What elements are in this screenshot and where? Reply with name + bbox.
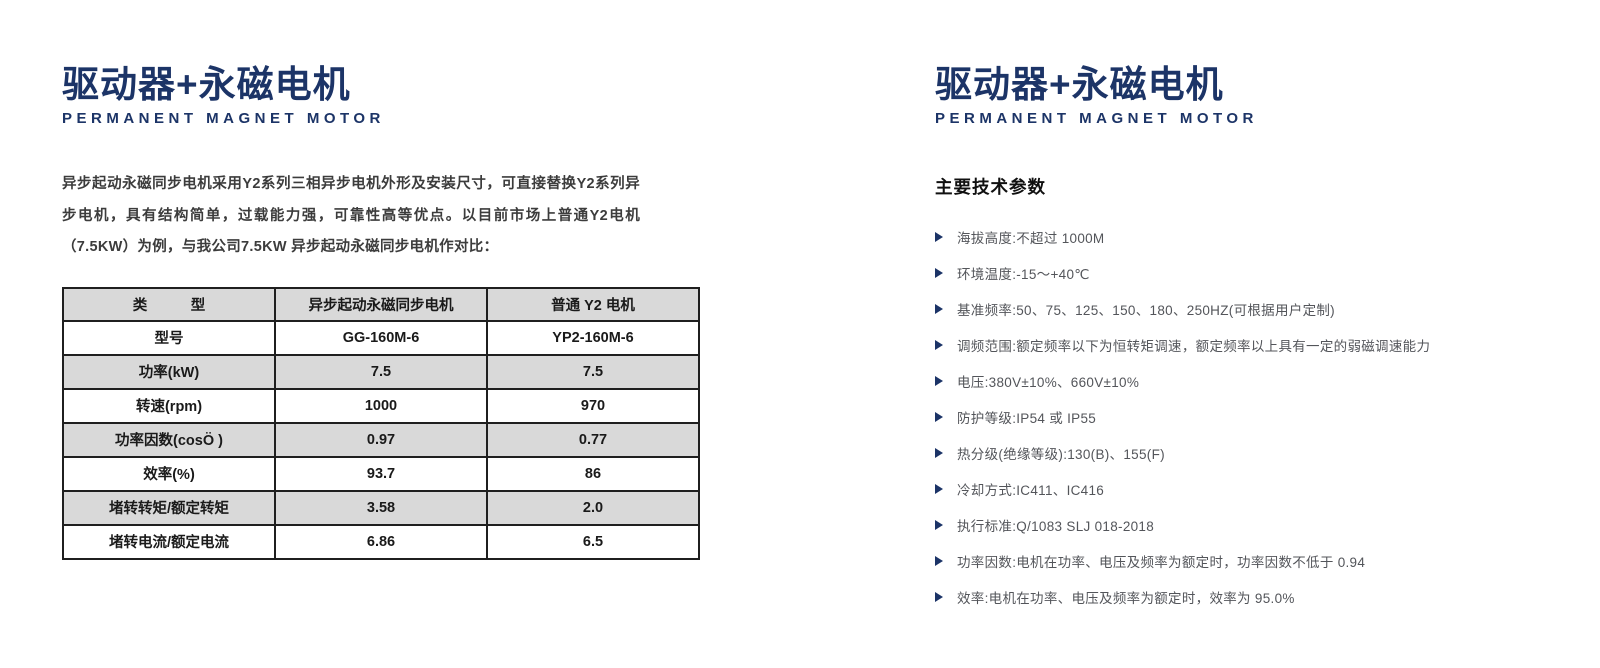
spec-text: 调频范围:额定频率以下为恒转矩调速，额定频率以上具有一定的弱磁调速能力: [957, 339, 1431, 354]
triangle-bullet-icon: [935, 304, 943, 314]
spec-item: 环境温度:-15～+40℃: [935, 262, 1565, 284]
table-header-cell: 普通 Y2 电机: [486, 286, 700, 322]
spec-item: 海拔高度:不超过 1000M: [935, 226, 1565, 248]
table-cell: 6.5: [486, 523, 700, 560]
table-cell: 6.86: [274, 523, 488, 560]
table-header-cell: 类 型: [62, 286, 276, 322]
page-title: 驱动器+永磁电机: [935, 64, 1224, 105]
table-cell: YP2-160M-6: [486, 319, 700, 356]
table-cell: 功率(kW): [62, 353, 276, 390]
table-cell: 1000: [274, 387, 488, 424]
table-header-row: 类 型 异步起动永磁同步电机 普通 Y2 电机: [62, 286, 700, 322]
table-cell: 功率因数(cosÖ ): [62, 421, 276, 458]
table-cell: 7.5: [486, 353, 700, 390]
table-cell: 型号: [62, 319, 276, 356]
table-cell: 93.7: [274, 455, 488, 492]
page-title: 驱动器+永磁电机: [62, 64, 351, 105]
table-cell: 970: [486, 387, 700, 424]
section-heading: 主要技术参数: [935, 177, 1046, 197]
page-subtitle: PERMANENT MAGNET MOTOR: [935, 110, 1258, 127]
triangle-bullet-icon: [935, 484, 943, 494]
spec-item: 电压:380V±10%、660V±10%: [935, 370, 1565, 392]
spec-item: 执行标准:Q/1083 SLJ 018-2018: [935, 514, 1565, 536]
spec-text: 冷却方式:IC411、IC416: [957, 483, 1105, 498]
table-cell: 86: [486, 455, 700, 492]
table-row: 功率因数(cosÖ ) 0.97 0.77: [62, 421, 700, 458]
triangle-bullet-icon: [935, 268, 943, 278]
spec-text: 功率因数:电机在功率、电压及频率为额定时，功率因数不低于 0.94: [957, 555, 1366, 570]
page-subtitle: PERMANENT MAGNET MOTOR: [62, 110, 385, 127]
table-header-cell: 异步起动永磁同步电机: [274, 286, 488, 322]
triangle-bullet-icon: [935, 232, 943, 242]
spec-item: 基准频率:50、75、125、150、180、250HZ(可根据用户定制): [935, 298, 1565, 320]
spec-text: 海拔高度:不超过 1000M: [957, 231, 1105, 246]
table-cell: 0.77: [486, 421, 700, 458]
right-page: 驱动器+永磁电机 PERMANENT MAGNET MOTOR 主要技术参数 海…: [935, 64, 1565, 622]
table-cell: 2.0: [486, 489, 700, 526]
spec-item: 功率因数:电机在功率、电压及频率为额定时，功率因数不低于 0.94: [935, 550, 1565, 572]
intro-paragraph: 异步起动永磁同步电机采用Y2系列三相异步电机外形及安装尺寸，可直接替换Y2系列异…: [62, 176, 640, 255]
table-cell: 0.97: [274, 421, 488, 458]
spec-text: 电压:380V±10%、660V±10%: [957, 375, 1140, 390]
table-row: 堵转电流/额定电流 6.86 6.5: [62, 523, 700, 560]
spec-item: 热分级(绝缘等级):130(B)、155(F): [935, 442, 1565, 464]
table-row: 转速(rpm) 1000 970: [62, 387, 700, 424]
table-cell: 7.5: [274, 353, 488, 390]
triangle-bullet-icon: [935, 592, 943, 602]
table-cell: 转速(rpm): [62, 387, 276, 424]
spec-item: 防护等级:IP54 或 IP55: [935, 406, 1565, 428]
spec-item: 效率:电机在功率、电压及频率为额定时，效率为 95.0%: [935, 586, 1565, 608]
table-cell: GG-160M-6: [274, 319, 488, 356]
table-row: 型号 GG-160M-6 YP2-160M-6: [62, 319, 700, 356]
spec-text: 执行标准:Q/1083 SLJ 018-2018: [957, 519, 1155, 534]
table-cell: 效率(%): [62, 455, 276, 492]
spec-text: 热分级(绝缘等级):130(B)、155(F): [957, 447, 1165, 462]
table-row: 效率(%) 93.7 86: [62, 455, 700, 492]
triangle-bullet-icon: [935, 448, 943, 458]
table-cell: 堵转电流/额定电流: [62, 523, 276, 560]
spec-list: 海拔高度:不超过 1000M 环境温度:-15～+40℃ 基准频率:50、75、…: [935, 226, 1565, 608]
table-cell: 堵转转矩/额定转矩: [62, 489, 276, 526]
spec-text: 效率:电机在功率、电压及频率为额定时，效率为 95.0%: [957, 591, 1295, 606]
table-row: 堵转转矩/额定转矩 3.58 2.0: [62, 489, 700, 526]
comparison-table: 类 型 异步起动永磁同步电机 普通 Y2 电机 型号 GG-160M-6 YP2…: [62, 286, 700, 560]
spec-item: 冷却方式:IC411、IC416: [935, 478, 1565, 500]
triangle-bullet-icon: [935, 376, 943, 386]
table-row: 功率(kW) 7.5 7.5: [62, 353, 700, 390]
triangle-bullet-icon: [935, 412, 943, 422]
triangle-bullet-icon: [935, 556, 943, 566]
spec-text: 环境温度:-15～+40℃: [957, 267, 1090, 282]
spec-text: 防护等级:IP54 或 IP55: [957, 411, 1097, 426]
spec-text: 基准频率:50、75、125、150、180、250HZ(可根据用户定制): [957, 303, 1335, 318]
spec-item: 调频范围:额定频率以下为恒转矩调速，额定频率以上具有一定的弱磁调速能力: [935, 334, 1565, 356]
triangle-bullet-icon: [935, 520, 943, 530]
table-cell: 3.58: [274, 489, 488, 526]
left-page: 驱动器+永磁电机 PERMANENT MAGNET MOTOR 异步起动永磁同步…: [62, 64, 707, 560]
triangle-bullet-icon: [935, 340, 943, 350]
